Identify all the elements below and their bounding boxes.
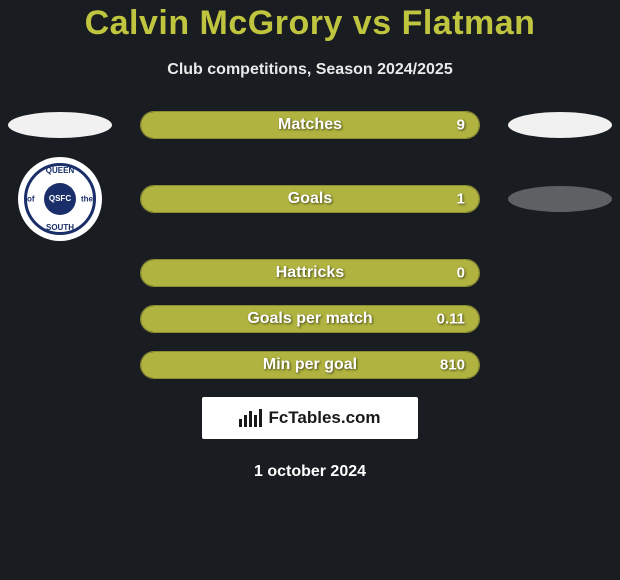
player2-avatar-placeholder — [508, 112, 612, 138]
chart-bar — [254, 415, 257, 427]
player2-avatar-slot — [500, 112, 620, 138]
stat-value: 0.11 — [437, 311, 465, 328]
chart-bar — [244, 415, 247, 427]
chart-bar — [239, 419, 242, 427]
stats-section: Matches 9 QUEEN of the SOUTH QSFC — [0, 111, 620, 379]
chart-bar — [249, 411, 252, 427]
date-label: 1 october 2024 — [0, 463, 620, 481]
stat-value: 1 — [457, 191, 465, 208]
crest-text-bottom: SOUTH — [46, 223, 74, 232]
page-title: Calvin McGrory vs Flatman — [0, 4, 620, 43]
stat-bar-fill — [141, 260, 479, 286]
stat-bar-fill — [141, 186, 479, 212]
crest-text-top: QUEEN — [46, 166, 74, 175]
stat-value: 0 — [457, 265, 465, 282]
stat-row: Min per goal 810 — [0, 351, 620, 379]
club-crest: QUEEN of the SOUTH QSFC — [18, 157, 102, 241]
chart-bar — [259, 409, 262, 427]
stat-bar: Goals per match 0.11 — [140, 305, 480, 333]
player1-avatar-placeholder — [8, 112, 112, 138]
stat-bar-fill — [141, 112, 479, 138]
stat-row: Goals per match 0.11 — [0, 305, 620, 333]
subtitle: Club competitions, Season 2024/2025 — [0, 61, 620, 79]
stat-bar: Hattricks 0 — [140, 259, 480, 287]
stat-bar-fill — [141, 352, 479, 378]
crest-text-right: the — [81, 195, 93, 204]
player1-avatar-slot — [0, 112, 120, 138]
source-text: FcTables.com — [268, 408, 380, 428]
source-badge[interactable]: FcTables.com — [202, 397, 418, 439]
crest-text-left: of — [27, 195, 35, 204]
player1-club-slot: QUEEN of the SOUTH QSFC — [0, 157, 120, 241]
stat-bar: Matches 9 — [140, 111, 480, 139]
stat-row: QUEEN of the SOUTH QSFC Goals 1 — [0, 157, 620, 241]
stat-row: Hattricks 0 — [0, 259, 620, 287]
stat-value: 9 — [457, 117, 465, 134]
chart-icon — [239, 409, 262, 427]
comparison-card: Calvin McGrory vs Flatman Club competiti… — [0, 0, 620, 481]
stat-bar: Min per goal 810 — [140, 351, 480, 379]
stat-row: Matches 9 — [0, 111, 620, 139]
player2-club-placeholder — [508, 186, 612, 212]
stat-value: 810 — [440, 357, 465, 374]
stat-bar: Goals 1 — [140, 185, 480, 213]
player2-club-slot — [500, 186, 620, 212]
stat-bar-fill — [141, 306, 479, 332]
